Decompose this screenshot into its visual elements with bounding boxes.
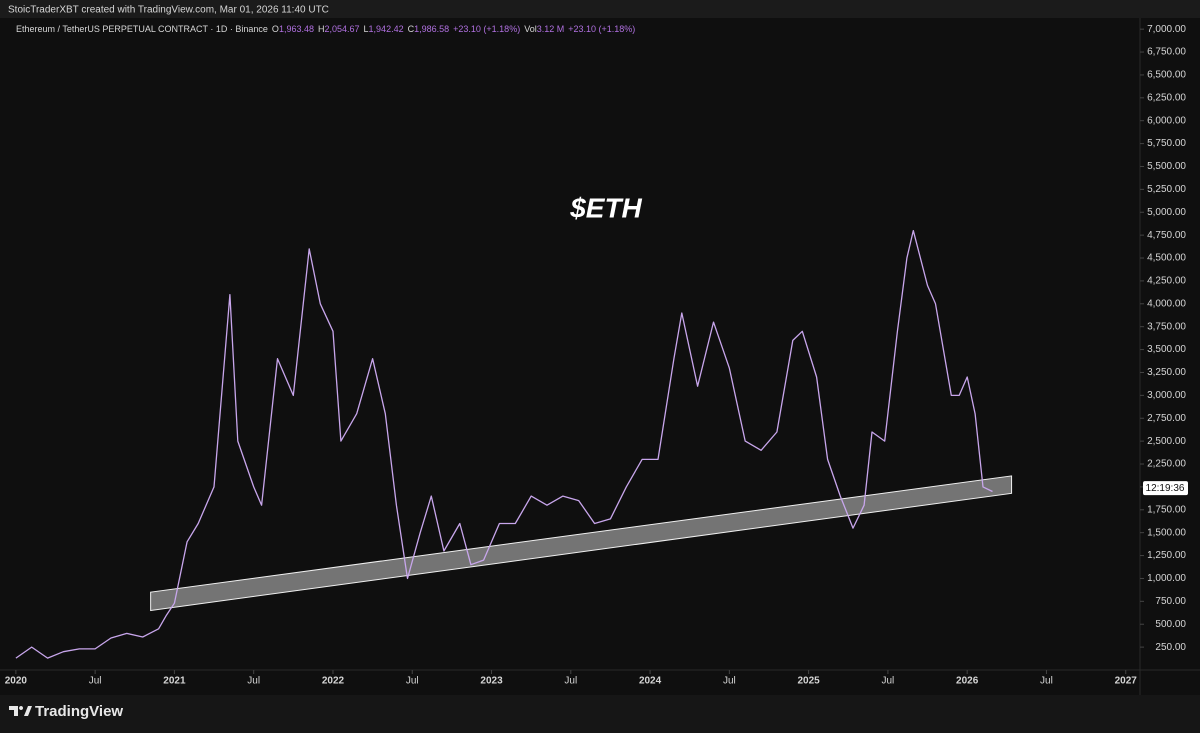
y-tick-label: 2,750.00	[1147, 413, 1186, 424]
ohlc-value: 1,942.42	[369, 24, 404, 34]
x-tick-label: Jul	[89, 676, 102, 687]
y-tick-label: 750.00	[1155, 596, 1186, 607]
y-tick-label: 1,750.00	[1147, 504, 1186, 515]
y-tick-label: 4,500.00	[1147, 253, 1186, 264]
symbol: Ethereum / TetherUS PERPETUAL CONTRACT ·…	[16, 24, 268, 34]
attribution: StoicTraderXBT created with TradingView.…	[8, 5, 329, 16]
x-tick-label: 2022	[322, 676, 345, 687]
x-tick-label: 2023	[480, 676, 503, 687]
ohlc-value: 1,986.58	[414, 24, 449, 34]
brand-logo	[9, 706, 32, 716]
y-tick-label: 1,500.00	[1147, 527, 1186, 538]
price-line	[15, 229, 993, 659]
ohlc-value: 1,963.48	[279, 24, 314, 34]
y-tick-label: 5,750.00	[1147, 138, 1186, 149]
x-tick-label: Jul	[406, 676, 419, 687]
y-tick-label: 4,750.00	[1147, 230, 1186, 241]
y-tick-label: 4,250.00	[1147, 276, 1186, 287]
y-tick-label: 1,000.00	[1147, 573, 1186, 584]
y-tick-label: 4,000.00	[1147, 298, 1186, 309]
brand-name: TradingView	[35, 703, 123, 720]
x-tick-label: 2020	[5, 676, 28, 687]
y-tick-label: 6,750.00	[1147, 47, 1186, 58]
x-tick-label: Jul	[1040, 676, 1053, 687]
y-tick-label: 3,250.00	[1147, 367, 1186, 378]
ohlc-label: C	[408, 24, 415, 34]
support-channel	[150, 475, 1013, 612]
y-tick-label: 5,500.00	[1147, 161, 1186, 172]
top-bar	[0, 0, 1200, 18]
y-tick-label: 1,250.00	[1147, 550, 1186, 561]
symbol-header: Ethereum / TetherUS PERPETUAL CONTRACT ·…	[16, 24, 635, 34]
x-tick-label: 2027	[1115, 676, 1138, 687]
bottom-bar	[0, 695, 1200, 733]
y-tick-label: 5,000.00	[1147, 207, 1186, 218]
y-tick-label: 6,000.00	[1147, 115, 1186, 126]
volume-label: Vol	[524, 24, 537, 34]
y-tick-label: 5,250.00	[1147, 184, 1186, 195]
ohlc-value: 2,054.67	[324, 24, 359, 34]
ohlc-label: H	[318, 24, 325, 34]
volume-change: +23.10 (+1.18%)	[568, 24, 635, 34]
countdown-box	[1143, 481, 1188, 496]
x-tick-label: Jul	[882, 676, 895, 687]
x-tick-label: 2026	[956, 676, 979, 687]
y-tick-label: 3,500.00	[1147, 344, 1186, 355]
x-tick-label: 2021	[163, 676, 186, 687]
y-tick-label: 3,750.00	[1147, 321, 1186, 332]
change: +23.10 (+1.18%)	[453, 24, 520, 34]
y-tick-label: 250.00	[1155, 642, 1186, 653]
y-tick-label: 500.00	[1155, 619, 1186, 630]
x-tick-label: 2024	[639, 676, 662, 687]
ohlc-label: O	[272, 24, 279, 34]
y-tick-label: 6,500.00	[1147, 70, 1186, 81]
volume-value: 3.12 M	[537, 24, 565, 34]
y-tick-label: 3,000.00	[1147, 390, 1186, 401]
y-tick-label: 2,500.00	[1147, 436, 1186, 447]
chart-title: $ETH	[569, 192, 642, 223]
y-tick-label: 6,250.00	[1147, 92, 1186, 103]
x-tick-label: 2025	[797, 676, 820, 687]
y-tick-label: 7,000.00	[1147, 24, 1186, 35]
x-tick-label: Jul	[247, 676, 260, 687]
x-tick-label: Jul	[564, 676, 577, 687]
x-tick-label: Jul	[723, 676, 736, 687]
y-tick-label: 2,250.00	[1147, 459, 1186, 470]
countdown: 12:19:36	[1146, 483, 1185, 494]
ohlc-label: L	[364, 24, 369, 34]
